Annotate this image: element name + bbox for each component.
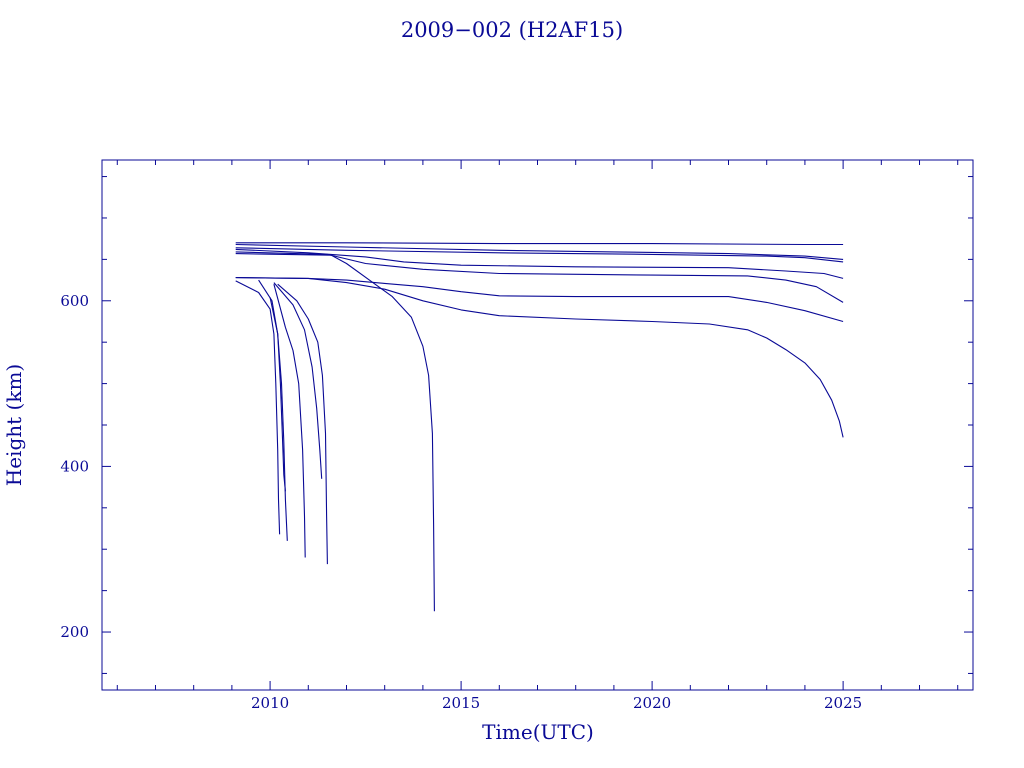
series-line-8: [235, 277, 844, 438]
x-axis-label: Time(UTC): [482, 720, 594, 744]
series-line-9: [235, 280, 281, 535]
series-line-5: [235, 251, 844, 303]
series-line-6: [235, 253, 435, 612]
axis-ticks: [102, 160, 973, 690]
series-line-4: [235, 248, 844, 279]
x-tick-label: 2015: [442, 694, 480, 712]
y-tick-label: 600: [60, 292, 89, 310]
series-line-13: [273, 282, 323, 479]
series-line-7: [235, 277, 844, 323]
series-line-3: [235, 247, 844, 263]
y-axis-label: Height (km): [2, 364, 26, 486]
axis-tick-labels: 2010 2015 2020 2025 200 400 600: [60, 292, 862, 712]
series-line-10: [258, 279, 288, 541]
x-tick-label: 2020: [633, 694, 671, 712]
chart-title: 2009−002 (H2AF15): [401, 18, 623, 42]
series-line-14: [277, 283, 328, 565]
series-line-11: [269, 297, 286, 492]
x-tick-label: 2025: [824, 694, 862, 712]
y-tick-label: 200: [60, 623, 89, 641]
series-lines: [235, 242, 844, 612]
series-line-1: [235, 242, 844, 246]
x-tick-label: 2010: [251, 694, 289, 712]
series-line-12: [273, 284, 306, 558]
y-tick-label: 400: [60, 457, 89, 475]
plot-frame: [101, 159, 974, 691]
series-line-2: [235, 243, 844, 260]
